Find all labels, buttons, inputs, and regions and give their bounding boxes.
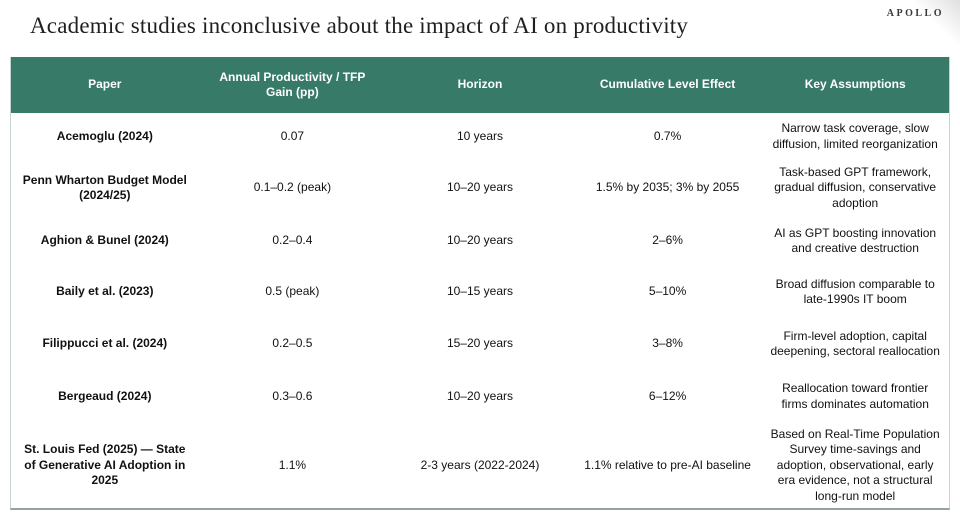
cell-assumptions: Firm-level adoption, capital deepening, … xyxy=(770,328,940,358)
cell-effect: 3–8% xyxy=(652,336,683,351)
table-header-row: Paper Annual Productivity / TFP Gain (pp… xyxy=(11,57,949,113)
cell-effect: 5–10% xyxy=(648,284,687,299)
cell-horizon: 10–15 years xyxy=(446,284,513,299)
cell-effect: 0.7% xyxy=(653,128,682,143)
column-header-horizon: Horizon xyxy=(457,77,503,92)
table-row: Bergeaud (2024) 0.3–0.6 10–20 years 6–12… xyxy=(11,370,949,423)
cell-gain: 0.07 xyxy=(280,128,305,143)
table-row: Penn Wharton Budget Model (2024/25) 0.1–… xyxy=(11,160,949,216)
page-title: Academic studies inconclusive about the … xyxy=(30,13,689,38)
cell-paper: Baily et al. (2023) xyxy=(56,284,154,299)
cell-horizon: 10–20 years xyxy=(446,388,513,403)
cell-assumptions: Narrow task coverage, slow diffusion, li… xyxy=(772,121,938,151)
cell-paper: St. Louis Fed (2025) — State of Generati… xyxy=(24,442,186,488)
cell-gain: 0.2–0.4 xyxy=(272,233,313,248)
cell-assumptions: AI as GPT boosting innovation and creati… xyxy=(774,225,937,255)
cell-paper: Penn Wharton Budget Model (2024/25) xyxy=(22,172,187,202)
page-corner-shadow xyxy=(914,0,960,44)
cell-assumptions: Broad diffusion comparable to late-1990s… xyxy=(775,276,935,306)
column-header-paper: Paper xyxy=(88,77,122,92)
data-table: Paper Annual Productivity / TFP Gain (pp… xyxy=(10,57,950,510)
cell-effect: 6–12% xyxy=(648,388,687,403)
cell-effect: 1.1% relative to pre-AI baseline xyxy=(584,457,751,472)
column-header-assumptions: Key Assumptions xyxy=(804,77,906,92)
apollo-logo: APOLLO xyxy=(886,8,944,19)
column-header-gain: Annual Productivity / TFP Gain (pp) xyxy=(219,69,366,99)
cell-horizon: 2-3 years (2022-2024) xyxy=(420,457,540,472)
cell-gain: 1.1% xyxy=(278,457,307,472)
cell-paper: Bergeaud (2024) xyxy=(58,388,152,403)
table-row: St. Louis Fed (2025) — State of Generati… xyxy=(11,423,949,508)
cell-assumptions: Reallocation toward frontier firms domin… xyxy=(781,381,929,411)
table-row: Baily et al. (2023) 0.5 (peak) 10–15 yea… xyxy=(11,266,949,318)
column-header-effect: Cumulative Level Effect xyxy=(599,77,736,92)
cell-gain: 0.3–0.6 xyxy=(272,388,313,403)
table-row: Aghion & Bunel (2024) 0.2–0.4 10–20 year… xyxy=(11,216,949,266)
cell-assumptions: Based on Real-Time Population Survey tim… xyxy=(770,427,940,503)
cell-horizon: 10–20 years xyxy=(446,233,513,248)
cell-paper: Filippucci et al. (2024) xyxy=(42,336,168,351)
cell-effect: 2–6% xyxy=(652,233,683,248)
cell-gain: 0.1–0.2 (peak) xyxy=(253,180,332,195)
table-row: Acemoglu (2024) 0.07 10 years 0.7% Narro… xyxy=(11,113,949,160)
cell-gain: 0.2–0.5 xyxy=(272,336,313,351)
cell-paper: Aghion & Bunel (2024) xyxy=(40,233,169,248)
table-row: Filippucci et al. (2024) 0.2–0.5 15–20 y… xyxy=(11,318,949,370)
cell-horizon: 10 years xyxy=(456,128,503,143)
cell-assumptions: Task-based GPT framework, gradual diffus… xyxy=(774,164,937,210)
cell-horizon: 15–20 years xyxy=(446,336,513,351)
cell-effect: 1.5% by 2035; 3% by 2055 xyxy=(595,180,740,195)
cell-gain: 0.5 (peak) xyxy=(265,284,320,299)
cell-paper: Acemoglu (2024) xyxy=(56,128,153,143)
cell-horizon: 10–20 years xyxy=(446,180,513,195)
